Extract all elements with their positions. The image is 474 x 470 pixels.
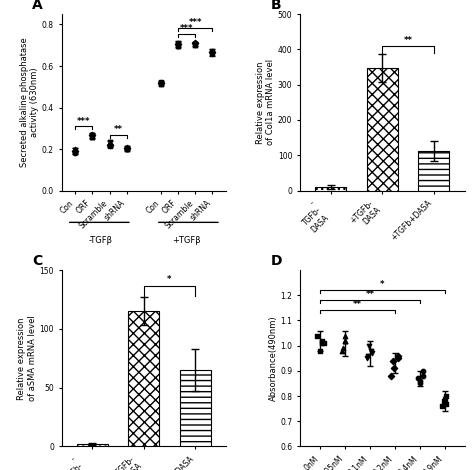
- Point: [157, 78, 165, 86]
- Point: [89, 131, 96, 138]
- Point: [174, 42, 182, 50]
- Point: [72, 145, 79, 153]
- Point: [417, 380, 424, 387]
- Text: **: **: [403, 36, 412, 45]
- Text: -TGFβ: -TGFβ: [89, 236, 113, 245]
- Text: ***: ***: [180, 24, 193, 33]
- Text: **: **: [114, 125, 123, 134]
- Point: [89, 133, 96, 141]
- Text: ***: ***: [77, 117, 91, 125]
- Point: [365, 342, 373, 349]
- Point: [318, 337, 326, 345]
- Point: [442, 400, 450, 407]
- Text: B: B: [271, 0, 281, 12]
- Y-axis label: Secreted alkaline phosphatase
activity (630nm): Secreted alkaline phosphatase activity (…: [20, 38, 39, 167]
- Text: *: *: [167, 275, 172, 284]
- Point: [209, 50, 216, 57]
- Point: [157, 79, 165, 87]
- Point: [394, 352, 402, 360]
- Point: [363, 354, 370, 362]
- Point: [72, 147, 79, 155]
- Point: [174, 39, 182, 47]
- Bar: [418, 151, 449, 191]
- Point: [106, 141, 113, 149]
- Point: [89, 132, 96, 139]
- Point: [338, 347, 346, 354]
- Bar: [180, 370, 210, 446]
- Point: [365, 352, 372, 360]
- Text: C: C: [32, 254, 42, 268]
- Point: [89, 133, 96, 141]
- Text: A: A: [32, 0, 43, 12]
- Point: [419, 372, 427, 380]
- Point: [191, 40, 199, 47]
- Point: [209, 47, 216, 55]
- Point: [209, 50, 216, 58]
- Point: [441, 395, 448, 402]
- Point: [416, 377, 424, 385]
- Point: [391, 365, 398, 372]
- Text: ***: ***: [189, 18, 202, 27]
- Text: D: D: [271, 254, 282, 268]
- Text: +TGFβ: +TGFβ: [173, 236, 201, 245]
- Point: [174, 40, 182, 47]
- Text: **: **: [365, 290, 374, 299]
- Point: [72, 149, 79, 157]
- Bar: [316, 187, 346, 191]
- Point: [387, 372, 395, 380]
- Point: [341, 337, 349, 345]
- Bar: [77, 444, 108, 446]
- Point: [157, 79, 165, 86]
- Point: [414, 375, 421, 382]
- Point: [320, 339, 328, 347]
- Point: [341, 332, 349, 339]
- Bar: [367, 68, 398, 191]
- Point: [368, 350, 376, 357]
- Point: [394, 354, 401, 362]
- Point: [89, 131, 96, 139]
- Point: [123, 144, 130, 152]
- Point: [191, 42, 199, 49]
- Point: [123, 145, 130, 152]
- Point: [174, 40, 182, 48]
- Point: [443, 392, 450, 400]
- Point: [367, 347, 375, 354]
- Point: [209, 48, 216, 55]
- Point: [174, 42, 182, 49]
- Y-axis label: Relative expression
of aSMA mRNA level: Relative expression of aSMA mRNA level: [18, 315, 36, 401]
- Point: [339, 345, 347, 352]
- Point: [313, 332, 320, 339]
- Point: [123, 144, 130, 152]
- Point: [123, 145, 130, 153]
- Point: [157, 80, 165, 87]
- Point: [438, 402, 446, 410]
- Point: [157, 79, 165, 87]
- Point: [316, 347, 323, 354]
- Point: [72, 148, 79, 156]
- Point: [123, 145, 130, 152]
- Point: [106, 142, 113, 150]
- Point: [106, 139, 113, 146]
- Point: [106, 138, 113, 146]
- Text: **: **: [353, 300, 362, 309]
- Point: [209, 49, 216, 56]
- Y-axis label: Relative expression
of Col1a mRNA level: Relative expression of Col1a mRNA level: [255, 59, 275, 145]
- Point: [419, 367, 427, 375]
- Point: [440, 397, 448, 405]
- Bar: [128, 311, 159, 446]
- Point: [106, 141, 113, 149]
- Point: [191, 39, 199, 47]
- Point: [191, 41, 199, 49]
- Y-axis label: Absorbance(490nm): Absorbance(490nm): [269, 315, 278, 401]
- Text: *: *: [380, 280, 384, 289]
- Point: [319, 339, 326, 347]
- Point: [341, 337, 349, 345]
- Point: [191, 39, 199, 47]
- Point: [72, 146, 79, 154]
- Point: [389, 357, 396, 365]
